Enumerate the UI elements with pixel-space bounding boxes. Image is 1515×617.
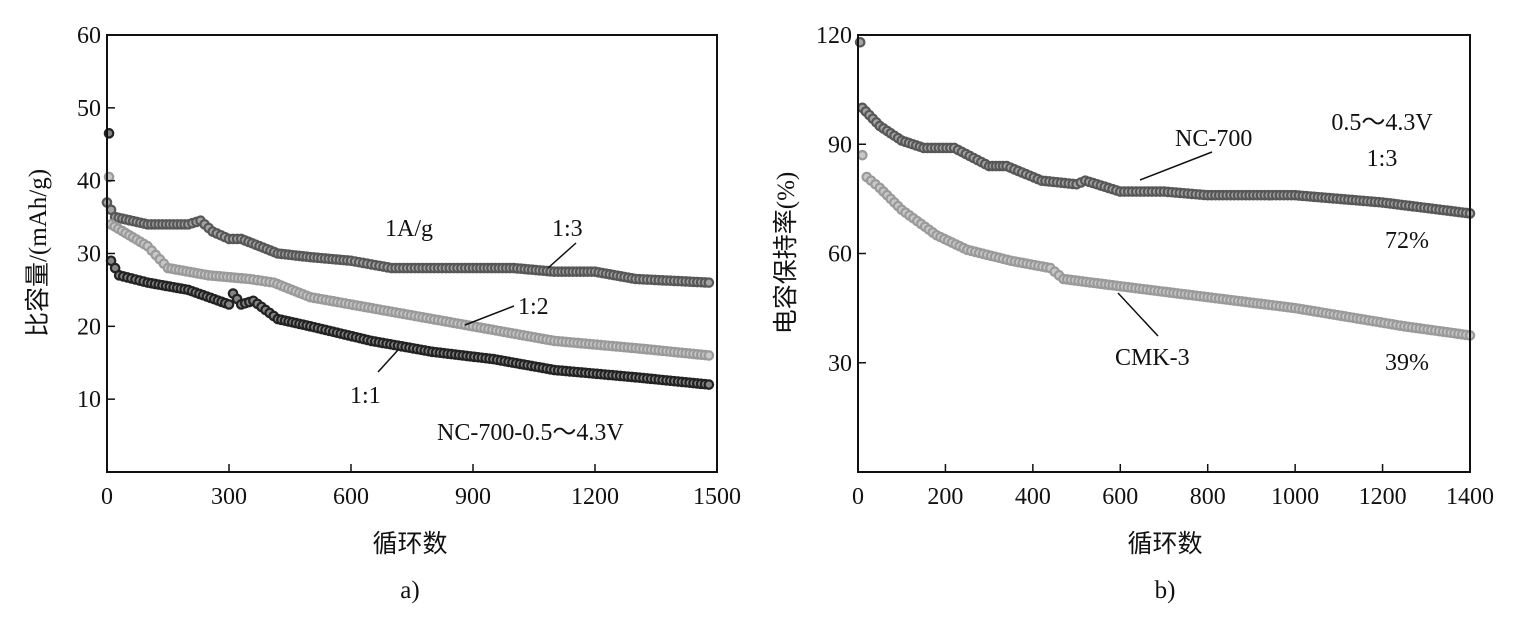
label-1-3: 1:3 (552, 216, 583, 242)
chart-b-axes: 0 200 400 600 800 1000 1200 1400 30 60 90 120 (816, 23, 1494, 510)
chart-a-plot-frame (106, 34, 718, 473)
y-tick-label: 90 (828, 132, 852, 158)
x-tick-label: 300 (211, 484, 247, 510)
chart-b-x-title: 循环数 (1127, 530, 1202, 558)
x-tick-label: 400 (1015, 484, 1051, 510)
leader-cmk-3 (1117, 292, 1159, 337)
leader-1-2 (464, 305, 515, 326)
leader-1-3 (547, 242, 577, 269)
series-cmk-3 (857, 149, 1476, 341)
annotation-voltage: 0.5～4.3V (1331, 110, 1433, 136)
chart-a-axes: 0 300 600 900 1200 1500 10 20 30 40 50 60 (77, 23, 741, 510)
x-tick-label: 1400 (1446, 484, 1494, 510)
chart-b-series (854, 36, 1476, 341)
x-tick-label: 1000 (1271, 484, 1319, 510)
series-1-3 (101, 197, 715, 288)
chart-a-caption: a) (400, 577, 419, 604)
label-nc-700: NC-700 (1175, 126, 1252, 152)
x-tick-label: 200 (927, 484, 963, 510)
chart-b: 0 200 400 600 800 1000 1200 1400 30 60 90 120 NC-70… (772, 23, 1494, 604)
annotation-ratio: 1:3 (1367, 146, 1398, 172)
annotation-rate: 1A/g (385, 216, 433, 242)
data-point (223, 299, 235, 310)
y-tick-label: 30 (77, 242, 101, 268)
chart-b-y-title: 电容保持率(%) (772, 172, 800, 334)
x-tick-label: 0 (852, 484, 864, 510)
annotation-nc-retention: 72% (1385, 228, 1429, 254)
x-tick-label: 0 (101, 484, 113, 510)
leader-1-1 (377, 349, 399, 373)
chart-b-caption: b) (1155, 577, 1176, 604)
x-tick-label: 600 (333, 484, 369, 510)
y-tick-label: 30 (828, 351, 852, 377)
y-tick-label: 60 (77, 23, 101, 49)
chart-b-plot-frame (857, 34, 1471, 473)
data-point (857, 149, 868, 161)
data-point (703, 379, 715, 390)
series-1-1 (103, 128, 715, 390)
x-tick-label: 1200 (1359, 484, 1407, 510)
x-tick-label: 900 (455, 484, 491, 510)
x-tick-label: 1500 (693, 484, 741, 510)
annotation-condition: NC-700-0.5～4.3V (437, 420, 624, 446)
label-1-2: 1:2 (518, 294, 549, 320)
label-1-1: 1:1 (350, 383, 381, 409)
label-cmk-3: CMK-3 (1115, 345, 1190, 371)
y-tick-label: 60 (828, 242, 852, 268)
x-tick-label: 600 (1102, 484, 1138, 510)
chart-a-series (101, 128, 715, 390)
chart-a-y-title: 比容量/(mAh/g) (24, 169, 52, 337)
annotation-cmk-retention: 39% (1385, 350, 1429, 376)
data-point (703, 277, 715, 288)
x-tick-label: 1200 (571, 484, 619, 510)
y-tick-label: 40 (77, 169, 101, 195)
series-nc-700 (854, 36, 1476, 219)
y-tick-label: 20 (77, 314, 101, 340)
leader-nc-700 (1139, 151, 1213, 181)
data-point (703, 350, 715, 361)
x-tick-label: 800 (1190, 484, 1226, 510)
y-tick-label: 50 (77, 96, 101, 122)
chart-a-x-title: 循环数 (372, 530, 447, 558)
y-tick-label: 10 (77, 387, 101, 413)
y-tick-label: 120 (816, 23, 852, 49)
